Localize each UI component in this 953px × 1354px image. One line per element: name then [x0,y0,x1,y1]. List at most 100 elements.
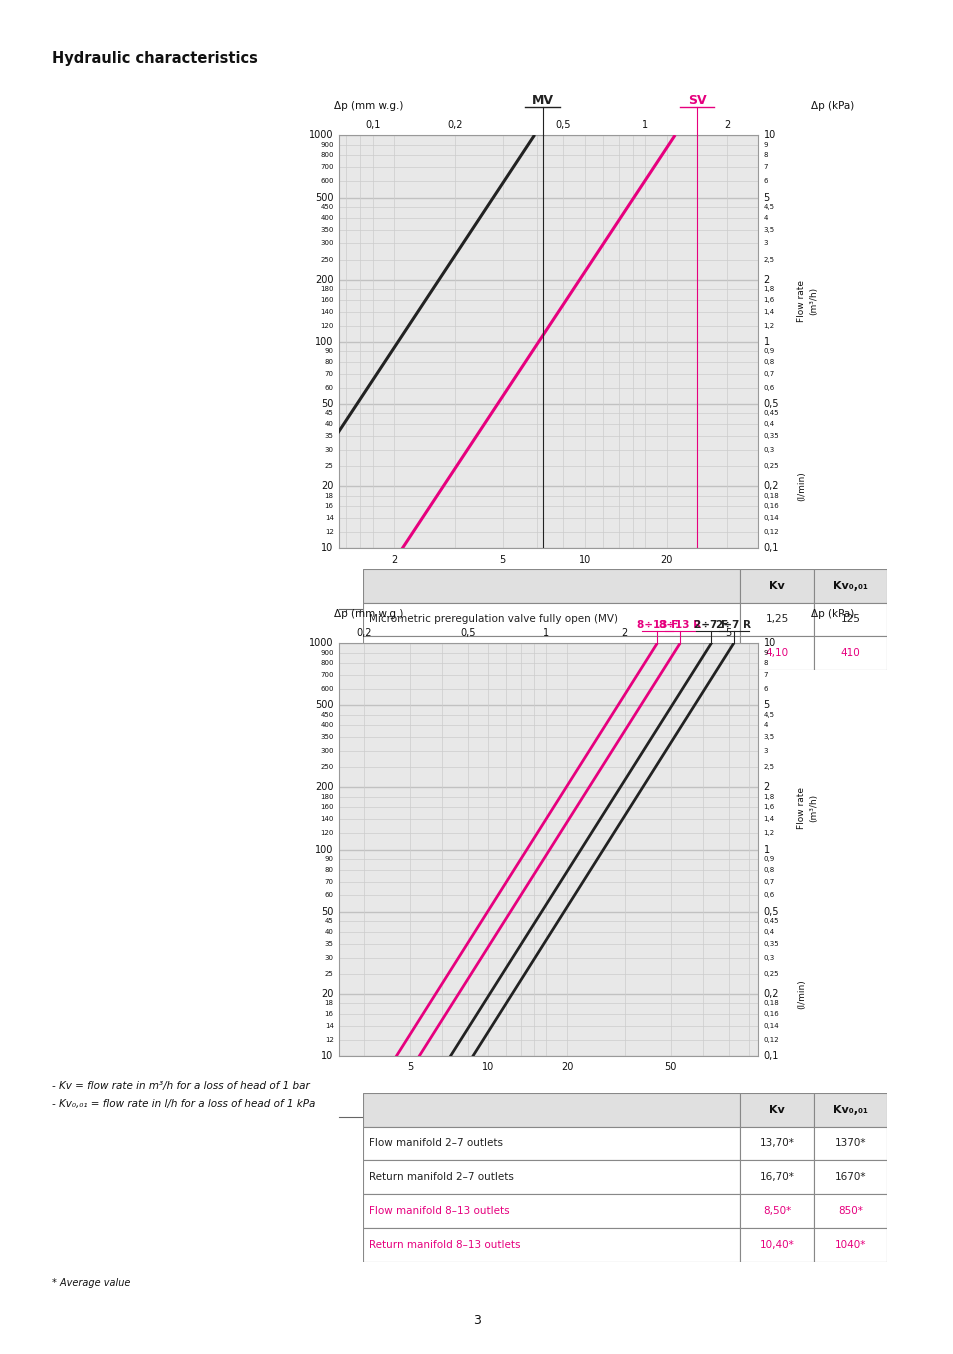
Text: 5: 5 [762,192,769,203]
Text: 600: 600 [320,179,334,184]
Text: 140: 140 [320,309,334,314]
Text: 0,4: 0,4 [762,929,774,934]
Text: 3: 3 [762,749,767,754]
Text: 120: 120 [320,830,334,837]
Text: - Kv = flow rate in m³/h for a loss of head of 1 bar: - Kv = flow rate in m³/h for a loss of h… [52,1080,310,1091]
Text: * Average value: * Average value [52,1278,131,1288]
Text: 400: 400 [320,722,334,728]
Text: 450: 450 [320,712,334,718]
Text: 180: 180 [320,793,334,800]
Bar [740,569,813,603]
Text: 0,14: 0,14 [762,1022,779,1029]
Text: 1,2: 1,2 [762,830,774,837]
Text: Return manifold 8–13 outlets: Return manifold 8–13 outlets [369,1240,519,1250]
Text: 0,5: 0,5 [555,121,571,130]
Text: 850*: 850* [837,1206,862,1216]
Text: 2: 2 [762,275,769,284]
Text: 45: 45 [325,918,334,925]
Text: 450: 450 [320,204,334,210]
Text: 3,5: 3,5 [762,226,774,233]
Text: 4,5: 4,5 [762,712,774,718]
Text: 1,6: 1,6 [762,297,774,303]
Text: 35: 35 [324,941,334,946]
Text: 7: 7 [762,672,767,678]
Text: 350: 350 [320,734,334,741]
Text: 60: 60 [324,385,334,391]
Text: 10: 10 [482,1063,494,1072]
Text: 2,5: 2,5 [762,765,774,770]
Text: 5: 5 [499,555,505,565]
Text: 0,35: 0,35 [762,941,779,946]
Text: 8: 8 [762,153,767,158]
Text: 0,7: 0,7 [762,371,774,376]
Text: 2: 2 [391,555,397,565]
Text: 250: 250 [320,257,334,263]
Text: 0,1: 0,1 [762,1051,778,1062]
Text: 16: 16 [324,504,334,509]
Text: 10: 10 [762,130,775,141]
Text: 0,3: 0,3 [762,955,774,960]
Text: 0,8: 0,8 [762,867,774,872]
Text: 300: 300 [320,749,334,754]
Text: (m³/h): (m³/h) [808,795,818,822]
Bar [362,569,740,603]
Text: 100: 100 [314,337,334,347]
Text: 800: 800 [320,661,334,666]
Text: 30: 30 [324,447,334,452]
Text: 2,5: 2,5 [762,257,774,263]
Text: 120: 120 [320,322,334,329]
Bar [740,636,813,670]
Text: 10: 10 [321,543,334,554]
Text: 0,16: 0,16 [762,1011,779,1017]
Text: 8,50*: 8,50* [762,1206,790,1216]
Text: 2: 2 [762,783,769,792]
Text: 600: 600 [320,686,334,692]
Text: 0,4: 0,4 [762,421,774,427]
Text: 20: 20 [321,988,334,999]
Text: 180: 180 [320,286,334,292]
Text: 5: 5 [406,1063,413,1072]
Text: 80: 80 [324,867,334,872]
Text: 5: 5 [725,628,731,638]
Text: 410: 410 [840,649,860,658]
Text: 9: 9 [762,142,767,148]
Text: 0,18: 0,18 [762,493,779,498]
Bar [813,603,886,636]
Text: Δp (kPa): Δp (kPa) [810,102,853,111]
Text: Kv₀,₀₁: Kv₀,₀₁ [832,1105,867,1114]
Text: 0,25: 0,25 [762,463,779,470]
Text: 300: 300 [320,241,334,246]
Text: 60: 60 [324,892,334,899]
Text: 900: 900 [320,142,334,148]
Text: 0,7: 0,7 [762,879,774,884]
Text: 1: 1 [762,845,769,854]
Text: 0,35: 0,35 [762,433,779,439]
Text: Kv₀,₀₁: Kv₀,₀₁ [832,581,867,590]
Text: 1: 1 [542,628,549,638]
Text: 1000: 1000 [309,638,334,649]
Text: 0,5: 0,5 [459,628,475,638]
Text: 8÷13 F: 8÷13 F [636,620,678,630]
Bar [740,1228,813,1262]
Text: 12: 12 [324,1037,334,1043]
Text: (m³/h): (m³/h) [808,287,818,314]
Text: 1,25: 1,25 [764,615,788,624]
Text: 1: 1 [641,121,648,130]
Text: 90: 90 [324,348,334,355]
Text: Micrometric preregulation valve fully open (MV): Micrometric preregulation valve fully op… [369,615,618,624]
Text: 0,18: 0,18 [762,1001,779,1006]
Text: 0,16: 0,16 [762,504,779,509]
Text: 1,6: 1,6 [762,804,774,811]
Text: 0,3: 0,3 [762,447,774,452]
Text: 50: 50 [664,1063,677,1072]
Text: 0,6: 0,6 [762,892,774,899]
Bar [362,1093,740,1127]
Text: (l/min): (l/min) [796,979,805,1009]
Text: 200: 200 [314,275,334,284]
Bar [740,1127,813,1160]
Text: 0,9: 0,9 [762,856,774,862]
Text: 18: 18 [324,1001,334,1006]
Text: 500: 500 [314,700,334,711]
Bar [813,569,886,603]
Text: 700: 700 [320,672,334,678]
